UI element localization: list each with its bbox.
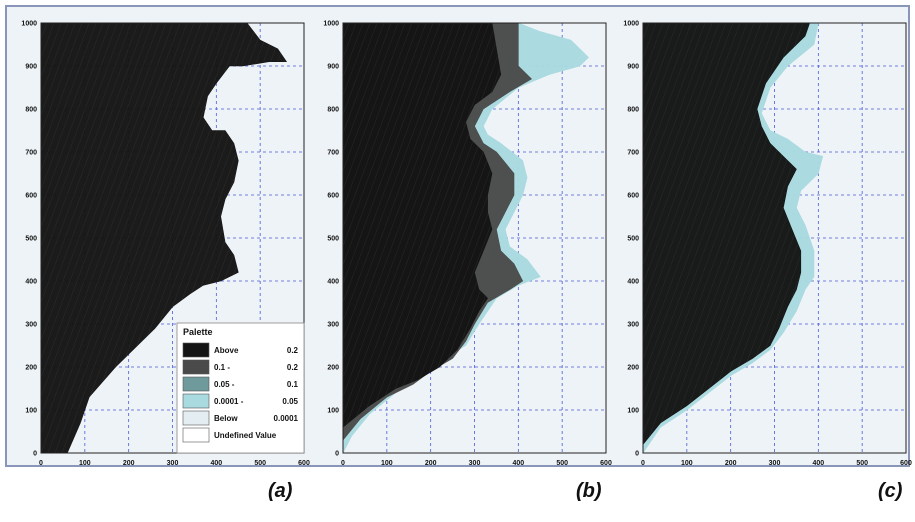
x-tick-label: 600 — [900, 460, 912, 467]
y-tick-label: 500 — [327, 236, 339, 243]
y-tick-label: 700 — [25, 150, 37, 157]
y-tick-label: 900 — [327, 64, 339, 71]
y-tick-label: 600 — [25, 193, 37, 200]
x-tick-label: 300 — [469, 460, 481, 467]
y-tick-label: 900 — [627, 64, 639, 71]
panel-label-a: (a) — [268, 480, 293, 502]
y-tick-label: 100 — [327, 408, 339, 415]
x-tick-label: 400 — [812, 460, 824, 467]
y-tick-label: 1000 — [623, 21, 639, 28]
x-tick-label: 400 — [210, 460, 222, 467]
legend-entry-label: Above — [214, 346, 239, 355]
legend-entry-value: 0.1 — [287, 380, 299, 389]
region-above-0-2 — [40, 22, 288, 454]
y-tick-label: 700 — [327, 150, 339, 157]
y-tick-label: 700 — [627, 150, 639, 157]
y-tick-label: 300 — [25, 322, 37, 329]
chart-panel-1: 0 100 200 300 400 500 600 0 100 200 300 400 500 600 70… — [21, 21, 310, 468]
x-tick-label: 300 — [167, 460, 179, 467]
legend-entry-label: Undefined Value — [214, 431, 277, 440]
x-tick-label: 100 — [79, 460, 91, 467]
x-tick-label: 400 — [512, 460, 524, 467]
y-tick-label: 100 — [25, 408, 37, 415]
y-tick-label: 800 — [327, 107, 339, 114]
y-tick-label: 300 — [627, 322, 639, 329]
region-above-0-2 — [342, 22, 502, 428]
y-tick-label: 800 — [627, 107, 639, 114]
axes-frame — [342, 22, 607, 454]
chart-panel-2: 0 100 200 300 400 500 600 0 100 200 300 400 500 600 70… — [323, 21, 612, 468]
x-tick-label: 0 — [341, 460, 345, 467]
y-tick-label: 200 — [327, 365, 339, 372]
legend-entry-label: 0.05 - — [214, 380, 235, 389]
x-tick-label: 100 — [381, 460, 393, 467]
y-tick-label: 900 — [25, 64, 37, 71]
legend-entry-label: 0.1 - — [214, 363, 230, 372]
region-above-0-2 — [642, 22, 811, 446]
y-tick-label: 500 — [25, 236, 37, 243]
legend-entry-label: Below — [214, 414, 238, 423]
legend-title: Palette — [183, 327, 213, 337]
y-tick-label: 300 — [327, 322, 339, 329]
axes-frame — [642, 22, 907, 454]
x-tick-label: 0 — [39, 460, 43, 467]
y-tick-label: 1000 — [21, 21, 37, 28]
x-tick-label: 200 — [425, 460, 437, 467]
y-tick-label: 0 — [335, 451, 339, 458]
y-tick-label: 600 — [627, 193, 639, 200]
x-tick-label: 500 — [254, 460, 266, 467]
legend-swatch — [182, 376, 210, 392]
legend-entry-label: 0.0001 - — [214, 397, 244, 406]
x-tick-label: 500 — [856, 460, 868, 467]
legend-entry-value: 0.05 — [282, 397, 298, 406]
y-tick-label: 100 — [627, 408, 639, 415]
panel-label-b: (b) — [576, 480, 602, 502]
y-tick-label: 1000 — [323, 21, 339, 28]
x-tick-label: 600 — [298, 460, 310, 467]
legend-swatch — [182, 393, 210, 409]
x-tick-label: 100 — [681, 460, 693, 467]
legend-swatch — [182, 410, 210, 426]
y-tick-label: 400 — [25, 279, 37, 286]
x-tick-label: 600 — [600, 460, 612, 467]
legend-swatch — [182, 342, 210, 358]
legend-entry-value: 0.2 — [287, 363, 299, 372]
chart-panel-3: 0 100 200 300 400 500 600 0 100 200 300 400 500 600 70… — [623, 21, 912, 468]
x-tick-label: 200 — [123, 460, 135, 467]
x-tick-label: 300 — [769, 460, 781, 467]
y-tick-label: 0 — [33, 451, 37, 458]
legend-swatch — [182, 427, 210, 443]
y-tick-label: 400 — [327, 279, 339, 286]
x-tick-label: 500 — [556, 460, 568, 467]
legend-entry-value: 0.2 — [287, 346, 299, 355]
y-tick-label: 0 — [635, 451, 639, 458]
y-tick-label: 200 — [25, 365, 37, 372]
legend-swatch — [182, 359, 210, 375]
y-tick-label: 200 — [627, 365, 639, 372]
x-tick-label: 0 — [641, 460, 645, 467]
y-tick-label: 500 — [627, 236, 639, 243]
y-tick-label: 800 — [25, 107, 37, 114]
legend-entry-value: 0.0001 — [274, 414, 299, 423]
panel-label-c: (c) — [878, 480, 903, 502]
x-tick-label: 200 — [725, 460, 737, 467]
y-tick-label: 600 — [327, 193, 339, 200]
axes-frame — [40, 22, 305, 454]
y-tick-label: 400 — [627, 279, 639, 286]
